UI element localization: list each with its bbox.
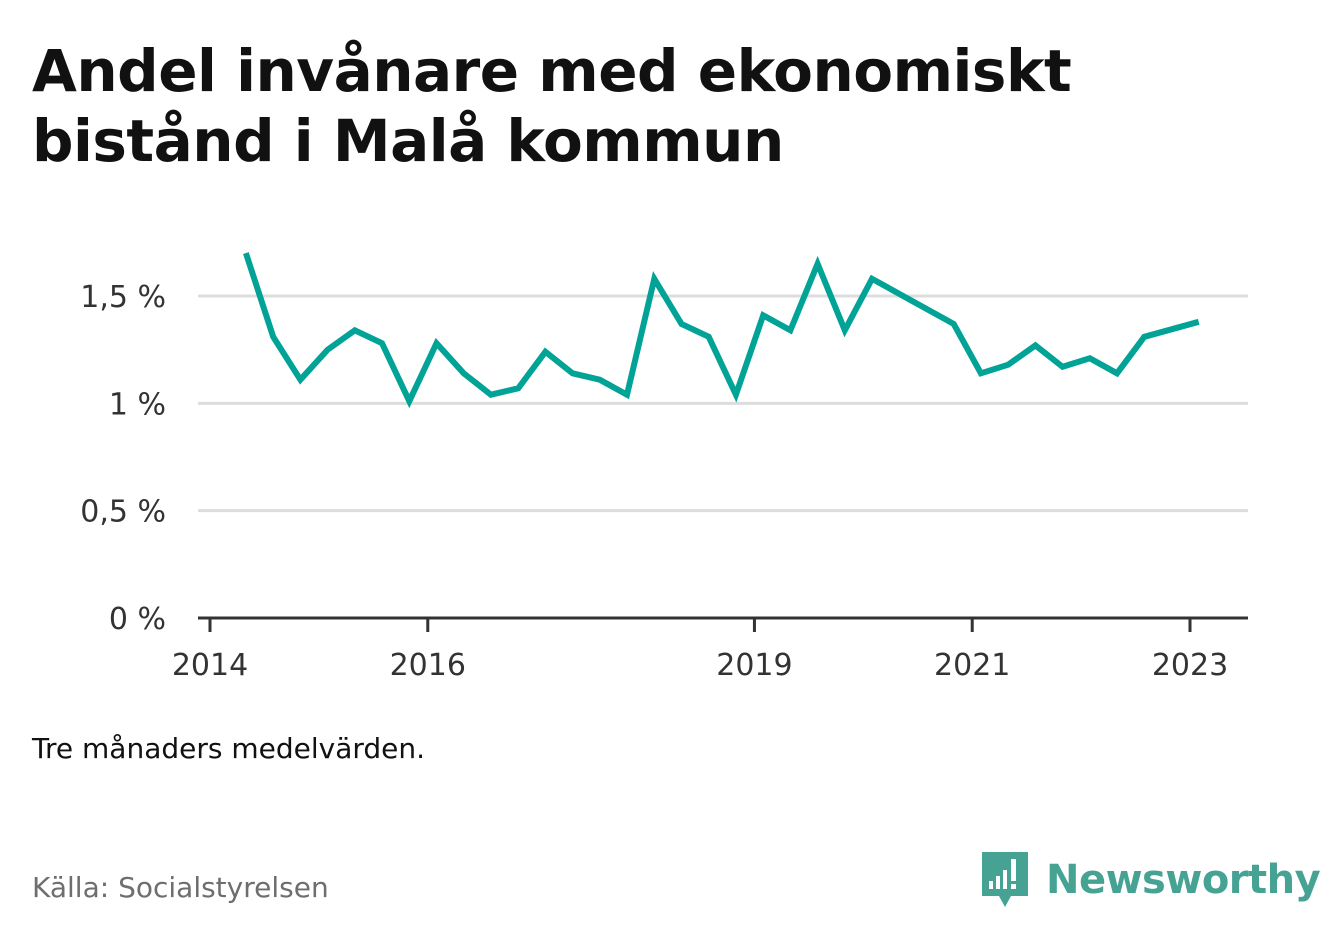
chart-note: Tre månaders medelvärden. <box>32 732 426 765</box>
x-axis <box>198 616 1248 632</box>
y-tick-label: 1,5 % <box>80 280 166 315</box>
x-tick-label: 2019 <box>716 648 792 683</box>
series-line <box>243 252 1200 409</box>
y-tick-label: 0 % <box>109 602 166 637</box>
chart-title-line-2: bistånd i Malå kommun <box>32 107 784 175</box>
x-tick-label: 2023 <box>1152 648 1228 683</box>
series-layer <box>243 252 1200 409</box>
x-tick-label: 2014 <box>172 648 248 683</box>
gridlines <box>198 294 1248 513</box>
y-tick-label: 1 % <box>109 387 166 422</box>
y-axis-labels: 0 % 0,5 % 1 % 1,5 % <box>80 280 166 637</box>
chart-title: Andel invånare med ekonomiskt bistånd i … <box>32 36 1232 176</box>
newsworthy-logo-icon <box>982 852 1028 907</box>
brand-name: Newsworthy <box>1046 857 1321 903</box>
line-chart: 0 % 0,5 % 1 % 1,5 % 2014 2016 2019 2021 2023 <box>80 252 1248 683</box>
y-tick-label: 0,5 % <box>80 495 166 530</box>
x-axis-labels: 2014 2016 2019 2021 2023 <box>172 648 1228 683</box>
chart-title-line-1: Andel invånare med ekonomiskt <box>32 37 1072 105</box>
x-tick-label: 2016 <box>390 648 466 683</box>
x-tick-label: 2021 <box>934 648 1010 683</box>
source-credit: Källa: Socialstyrelsen <box>32 871 329 904</box>
brand-logo[interactable]: Newsworthy <box>980 850 1321 910</box>
